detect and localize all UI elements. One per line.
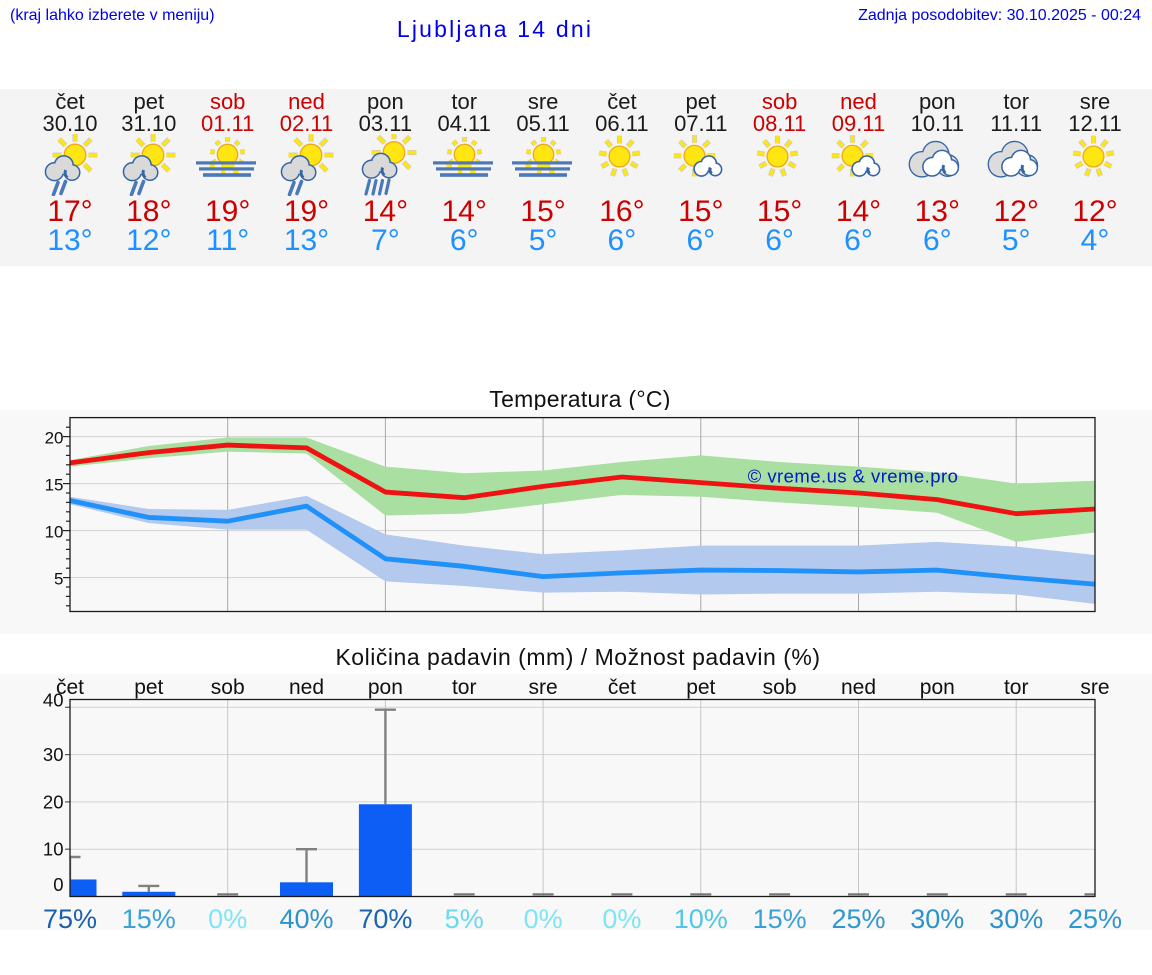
svg-text:sre: sre xyxy=(1080,676,1109,699)
svg-text:75%: 75% xyxy=(43,904,97,934)
svg-text:tor: tor xyxy=(452,676,477,699)
svg-text:0%: 0% xyxy=(602,904,641,934)
svg-text:čet: čet xyxy=(56,676,84,699)
svg-text:15: 15 xyxy=(45,476,64,495)
svg-text:25%: 25% xyxy=(1068,904,1122,934)
svg-text:© vreme.us & vreme.pro: © vreme.us & vreme.pro xyxy=(748,466,959,487)
svg-text:ned: ned xyxy=(289,676,324,699)
svg-text:5%: 5% xyxy=(445,904,484,934)
svg-text:10: 10 xyxy=(43,839,64,860)
svg-text:30%: 30% xyxy=(910,904,964,934)
svg-text:pet: pet xyxy=(686,676,715,699)
svg-text:čet: čet xyxy=(608,676,636,699)
svg-text:10: 10 xyxy=(45,523,64,542)
svg-text:15%: 15% xyxy=(753,904,807,934)
svg-text:15%: 15% xyxy=(122,904,176,934)
svg-text:sob: sob xyxy=(211,676,245,699)
svg-text:70%: 70% xyxy=(358,904,412,934)
svg-text:sre: sre xyxy=(529,676,558,699)
svg-text:0%: 0% xyxy=(524,904,563,934)
svg-text:0%: 0% xyxy=(208,904,247,934)
svg-text:40%: 40% xyxy=(279,904,333,934)
svg-text:pon: pon xyxy=(920,676,955,699)
svg-text:pet: pet xyxy=(134,676,163,699)
svg-text:5: 5 xyxy=(54,570,63,589)
svg-text:tor: tor xyxy=(1004,676,1029,699)
svg-text:pon: pon xyxy=(368,676,403,699)
svg-text:0: 0 xyxy=(53,874,63,895)
svg-text:ned: ned xyxy=(841,676,876,699)
svg-text:25%: 25% xyxy=(831,904,885,934)
svg-text:sob: sob xyxy=(763,676,797,699)
svg-text:20: 20 xyxy=(43,791,64,812)
svg-text:30%: 30% xyxy=(989,904,1043,934)
svg-text:20: 20 xyxy=(45,429,64,448)
svg-text:40: 40 xyxy=(43,690,64,711)
svg-text:10%: 10% xyxy=(674,904,728,934)
svg-text:30: 30 xyxy=(43,744,64,765)
